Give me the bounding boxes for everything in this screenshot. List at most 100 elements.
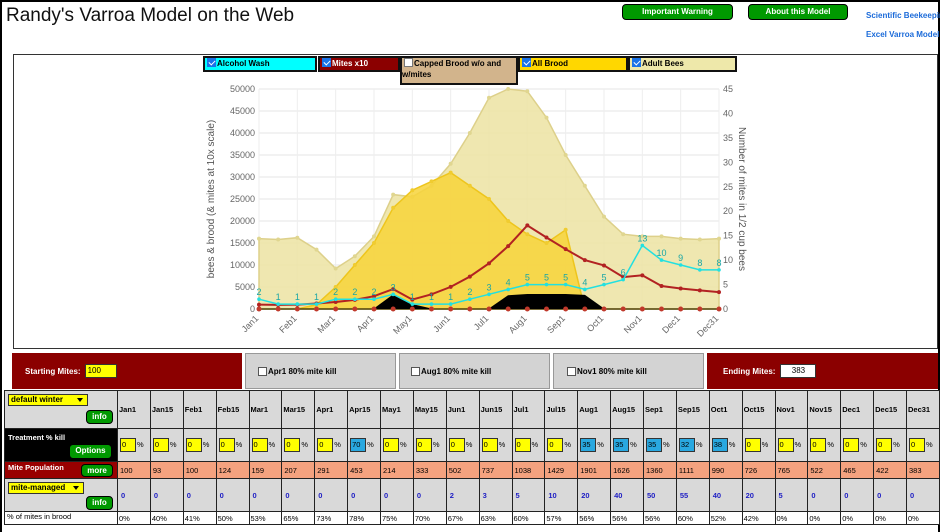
managed-value: 55 <box>679 490 689 500</box>
population-cell: 726 <box>741 461 776 479</box>
nov1-kill-panel[interactable]: Nov1 80% mite kill <box>553 353 704 389</box>
baseline-marker <box>371 306 377 312</box>
y2-tick-label: 20 <box>723 206 733 216</box>
treatment-input[interactable]: 32 <box>678 438 695 452</box>
treatment-input[interactable]: 0 <box>481 438 498 452</box>
treatment-input[interactable]: 0 <box>218 438 235 452</box>
baseline-marker <box>448 306 454 312</box>
info-button-2[interactable]: info <box>86 496 113 510</box>
checkbox-icon[interactable] <box>411 366 420 376</box>
population-cell: 1429 <box>544 461 579 479</box>
y2-tick-label: 0 <box>723 304 728 314</box>
y2-tick-label: 35 <box>723 133 733 143</box>
alcohol-wash-point <box>391 292 395 297</box>
more-button[interactable]: more <box>81 464 113 477</box>
managed-select[interactable]: mite-managed <box>8 482 84 494</box>
treatment-input[interactable]: 0 <box>876 438 893 452</box>
brood-pct-cell: 75% <box>380 511 414 525</box>
treatment-input[interactable]: 70 <box>350 438 367 452</box>
treatment-input[interactable]: 0 <box>744 438 761 452</box>
brood-row: % of mites in brood 0% 40% 41% 50% 53% 65% 73%… <box>4 511 940 525</box>
treatment-cell: 35% <box>610 428 644 462</box>
legend-label: Mites x10 <box>332 59 369 68</box>
important-warning-button[interactable]: Important Warning <box>622 4 733 20</box>
month-header: Dec31 <box>906 390 940 429</box>
treatment-input[interactable]: 0 <box>152 438 169 452</box>
legend-alcohol-wash[interactable]: Alcohol Wash <box>203 56 317 72</box>
treatment-input[interactable]: 0 <box>448 438 465 452</box>
population-cell: 100 <box>117 461 151 479</box>
x-tick-label: Mar1 <box>316 313 338 335</box>
treatment-input[interactable]: 38 <box>711 438 728 452</box>
y2-tick-label: 40 <box>723 108 733 118</box>
treatment-input[interactable]: 0 <box>909 438 925 452</box>
legend-all-brood[interactable]: All Brood <box>518 56 628 72</box>
treatment-input[interactable]: 35 <box>580 438 597 452</box>
legend-adult-bees[interactable]: Adult Bees <box>628 56 737 72</box>
aug1-kill-panel[interactable]: Aug1 80% mite kill <box>399 353 550 389</box>
alcohol-wash-point <box>410 302 415 306</box>
adult-bees-point <box>640 234 645 239</box>
season-select[interactable]: default winter <box>8 394 88 406</box>
treatment-input[interactable]: 0 <box>810 438 827 452</box>
treatment-input[interactable]: 0 <box>251 438 268 452</box>
treatment-input[interactable]: 0 <box>547 438 564 452</box>
apr1-kill-panel[interactable]: Apr1 80% mite kill <box>245 353 396 389</box>
treatment-input[interactable]: 0 <box>317 438 334 452</box>
population-row: Mite Population more 100 93 100 124 159 207 29… <box>4 461 940 479</box>
adult-bees-point <box>621 232 626 237</box>
checkbox-icon[interactable] <box>258 366 267 376</box>
treatment-cell: 35% <box>577 428 612 462</box>
info-button[interactable]: info <box>86 410 113 424</box>
population-cell: 383 <box>906 461 940 479</box>
checkbox-icon[interactable] <box>322 58 331 67</box>
all-brood-point <box>506 219 511 223</box>
managed-cell-value: 0 <box>807 478 842 512</box>
month-header: Apr1 <box>314 390 349 429</box>
treatment-input[interactable]: 0 <box>120 438 136 452</box>
treatment-input[interactable]: 0 <box>843 438 860 452</box>
checkbox-icon[interactable] <box>567 366 576 376</box>
alcohol-wash-label: 1 <box>295 292 300 302</box>
treatment-input[interactable]: 0 <box>514 438 531 452</box>
adult-bees-point <box>467 131 472 135</box>
month-header: Apr15 <box>347 390 381 429</box>
treatment-input[interactable]: 35 <box>613 438 630 452</box>
alcohol-wash-label: 2 <box>333 287 338 297</box>
treatment-input[interactable]: 35 <box>646 438 662 452</box>
mite-schedule-table: default winter info Jan1 Jan15 Feb1 Feb15 Ma… <box>4 390 940 525</box>
brood-pct-cell: 78% <box>347 511 381 525</box>
excel-varroa-model-link[interactable]: Excel Varroa Model <box>866 30 940 39</box>
population-cell: 1111 <box>675 461 710 479</box>
checkbox-icon[interactable] <box>632 58 641 67</box>
about-model-button[interactable]: About this Model <box>748 4 848 20</box>
treatment-input[interactable]: 0 <box>415 438 432 452</box>
mites-x10-point <box>410 297 415 302</box>
treatment-input[interactable]: 0 <box>185 438 202 452</box>
managed-value: 20 <box>581 490 590 500</box>
scientific-beekeeping-link[interactable]: Scientific Beekeeping <box>866 11 940 20</box>
mites-x10-point <box>487 261 491 266</box>
x-tick-label: Dec1 <box>660 313 682 335</box>
treatment-input[interactable]: 0 <box>284 438 301 452</box>
checkbox-icon[interactable] <box>207 58 216 67</box>
managed-cell-value: 5 <box>774 478 809 512</box>
checkbox-icon[interactable] <box>522 58 531 67</box>
month-header: Jun1 <box>445 390 480 429</box>
brood-pct-cell: 63% <box>478 511 513 525</box>
treatment-input[interactable]: 0 <box>777 438 794 452</box>
legend-mites-x10[interactable]: Mites x10 <box>318 56 400 72</box>
legend-label: All Brood <box>532 59 568 68</box>
x-tick-label: Sep1 <box>545 313 567 335</box>
starting-mites-input[interactable]: 100 <box>84 364 117 378</box>
treatment-input[interactable]: 0 <box>383 438 399 452</box>
alcohol-wash-label: 5 <box>525 273 530 283</box>
options-button[interactable]: Options <box>69 444 112 459</box>
legend-capped-brood[interactable]: Capped Brood w/o and w/mites <box>400 56 518 85</box>
alcohol-wash-point <box>525 282 530 287</box>
alcohol-wash-label: 8 <box>716 258 721 268</box>
checkbox-icon[interactable] <box>404 58 413 67</box>
season-cell: default winter info <box>4 390 118 429</box>
percent-sign: % <box>926 439 933 449</box>
population-cell: 737 <box>478 461 513 479</box>
